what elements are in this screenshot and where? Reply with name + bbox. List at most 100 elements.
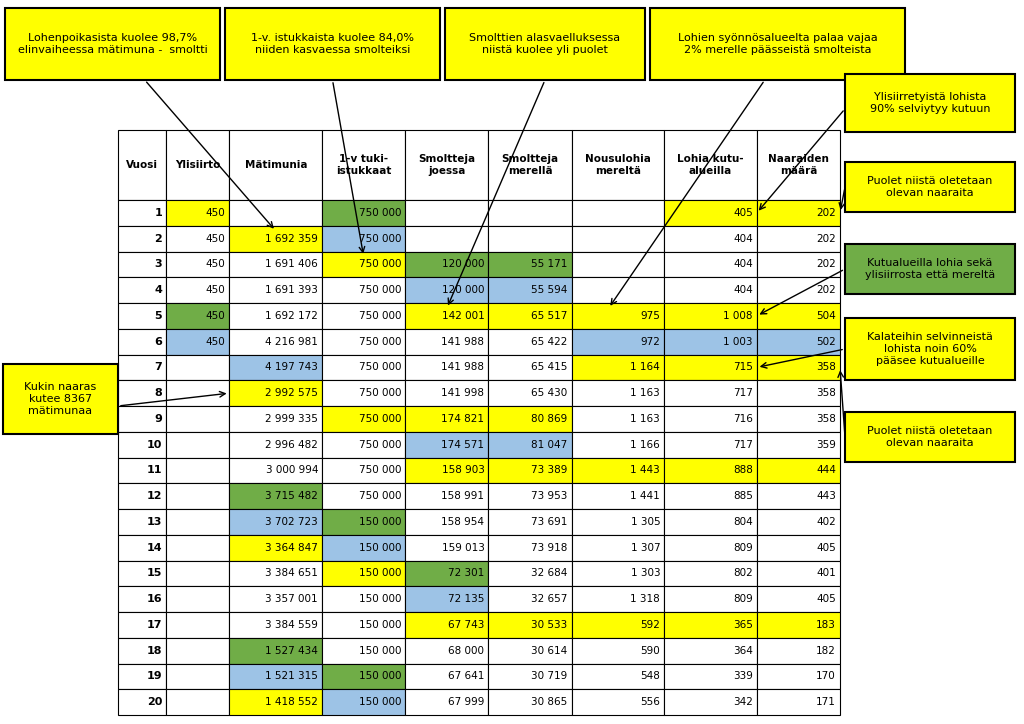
- Text: 592: 592: [640, 620, 660, 630]
- Bar: [488, 432, 571, 458]
- Bar: [166, 689, 229, 715]
- Text: 750 000: 750 000: [358, 337, 401, 347]
- Text: 73 389: 73 389: [531, 466, 567, 476]
- Text: 365: 365: [733, 620, 753, 630]
- Bar: [665, 200, 757, 226]
- Text: 72 135: 72 135: [449, 594, 484, 604]
- Bar: [166, 483, 229, 509]
- Text: 404: 404: [733, 234, 753, 243]
- Text: 7: 7: [155, 363, 162, 372]
- Bar: [118, 355, 166, 380]
- Text: 81 047: 81 047: [531, 439, 567, 450]
- Bar: [757, 509, 840, 535]
- Bar: [229, 226, 323, 251]
- Bar: [166, 303, 229, 329]
- Bar: [406, 483, 488, 509]
- Text: 9: 9: [155, 414, 162, 424]
- Bar: [323, 509, 406, 535]
- Bar: [571, 509, 665, 535]
- Text: 30 533: 30 533: [531, 620, 567, 630]
- Bar: [757, 380, 840, 406]
- Text: Smoltteja
joessa: Smoltteja joessa: [418, 154, 475, 176]
- Text: 750 000: 750 000: [358, 208, 401, 218]
- Bar: [757, 612, 840, 638]
- Bar: [229, 509, 323, 535]
- Bar: [323, 251, 406, 277]
- Bar: [488, 535, 571, 560]
- Bar: [229, 612, 323, 638]
- Text: 55 594: 55 594: [531, 285, 567, 295]
- Bar: [5, 8, 220, 80]
- Bar: [118, 432, 166, 458]
- Bar: [757, 406, 840, 432]
- Text: 1 164: 1 164: [631, 363, 660, 372]
- Bar: [118, 329, 166, 355]
- Bar: [166, 355, 229, 380]
- Bar: [488, 200, 571, 226]
- Bar: [445, 8, 645, 80]
- Bar: [665, 612, 757, 638]
- Text: 750 000: 750 000: [358, 234, 401, 243]
- Text: 450: 450: [206, 337, 225, 347]
- Text: 68 000: 68 000: [449, 646, 484, 656]
- Text: 12: 12: [146, 491, 162, 501]
- Bar: [665, 406, 757, 432]
- Bar: [166, 586, 229, 612]
- Text: 158 903: 158 903: [441, 466, 484, 476]
- Text: 65 430: 65 430: [531, 388, 567, 398]
- Text: 202: 202: [816, 259, 836, 269]
- Text: 1 008: 1 008: [723, 311, 753, 321]
- Text: 750 000: 750 000: [358, 259, 401, 269]
- Bar: [488, 560, 571, 586]
- Text: 18: 18: [146, 646, 162, 656]
- Text: 202: 202: [816, 285, 836, 295]
- Text: 15: 15: [146, 568, 162, 578]
- Text: Kalateihin selvinneistä
lohista noin 60%
pääsee kutualueille: Kalateihin selvinneistä lohista noin 60%…: [867, 332, 993, 366]
- Bar: [665, 329, 757, 355]
- Bar: [118, 458, 166, 483]
- Bar: [757, 277, 840, 303]
- Text: Lohenpoikasista kuolee 98,7%
elinvaiheessa mätimuna -  smoltti: Lohenpoikasista kuolee 98,7% elinvaihees…: [17, 33, 208, 55]
- Text: 6: 6: [155, 337, 162, 347]
- Bar: [166, 251, 229, 277]
- Bar: [118, 483, 166, 509]
- Bar: [757, 586, 840, 612]
- Bar: [229, 638, 323, 663]
- Bar: [571, 226, 665, 251]
- Text: 715: 715: [733, 363, 753, 372]
- Text: 809: 809: [733, 542, 753, 552]
- Bar: [488, 226, 571, 251]
- Bar: [323, 483, 406, 509]
- Bar: [118, 663, 166, 689]
- Bar: [757, 638, 840, 663]
- Text: 32 657: 32 657: [531, 594, 567, 604]
- Bar: [845, 318, 1015, 380]
- Bar: [488, 689, 571, 715]
- Bar: [323, 303, 406, 329]
- Bar: [166, 509, 229, 535]
- Bar: [323, 663, 406, 689]
- Text: 809: 809: [733, 594, 753, 604]
- Bar: [406, 663, 488, 689]
- Text: 150 000: 150 000: [358, 542, 401, 552]
- Bar: [229, 380, 323, 406]
- Bar: [650, 8, 905, 80]
- Text: 150 000: 150 000: [358, 594, 401, 604]
- Text: 141 988: 141 988: [441, 363, 484, 372]
- Text: 67 999: 67 999: [449, 697, 484, 707]
- Text: 888: 888: [733, 466, 753, 476]
- Bar: [166, 277, 229, 303]
- Bar: [118, 586, 166, 612]
- Bar: [406, 509, 488, 535]
- Bar: [406, 432, 488, 458]
- Bar: [845, 412, 1015, 462]
- Text: 1: 1: [155, 208, 162, 218]
- Text: 717: 717: [733, 439, 753, 450]
- Bar: [229, 303, 323, 329]
- Bar: [406, 638, 488, 663]
- Bar: [118, 689, 166, 715]
- Text: 3 000 994: 3 000 994: [265, 466, 318, 476]
- Bar: [406, 586, 488, 612]
- Bar: [323, 689, 406, 715]
- Text: 3: 3: [155, 259, 162, 269]
